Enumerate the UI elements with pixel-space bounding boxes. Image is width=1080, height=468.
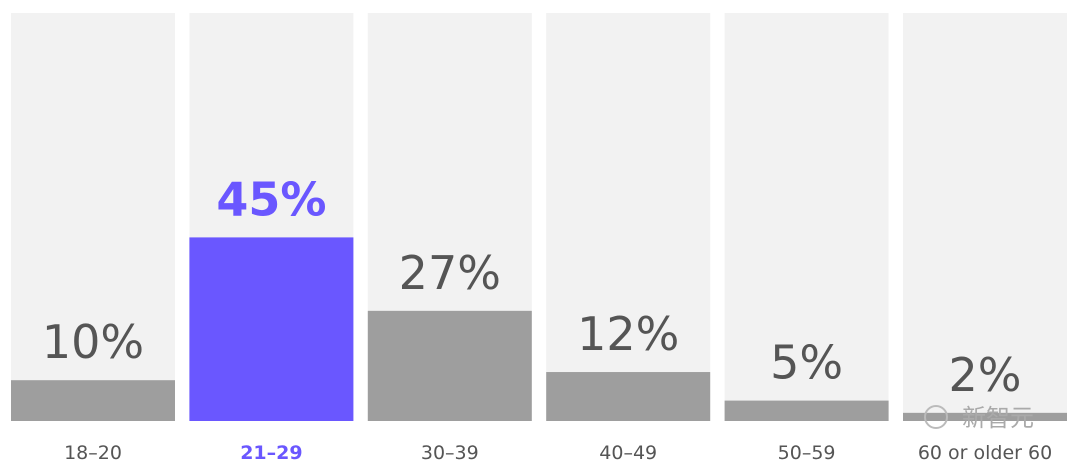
bar [724,400,889,421]
x-tick-label: 50–59 [778,442,836,464]
value-label: 2% [949,348,1022,402]
bar [546,372,711,421]
bar-track [724,13,889,421]
bar-track [903,13,1067,421]
x-tick-label: 40–49 [599,442,657,464]
bar-track [11,13,175,421]
bar [903,412,1067,421]
bar-track [546,13,711,421]
value-label: 12% [577,307,679,361]
x-tick-label: 21–29 [240,442,302,464]
bar [11,380,175,421]
watermark-group: 新智元 [924,404,1034,432]
watermark: 新智元 [962,404,1034,432]
value-label: 27% [399,246,501,300]
x-tick-label: 30–39 [421,442,479,464]
bar [367,310,532,421]
value-label: 5% [770,336,843,390]
bar [189,237,354,421]
x-tick-label: 18–20 [64,442,122,464]
value-label: 45% [216,172,326,226]
x-tick-label: 60 or older 60 [918,442,1052,464]
value-label: 10% [42,315,144,369]
watermark-icon [924,405,948,429]
